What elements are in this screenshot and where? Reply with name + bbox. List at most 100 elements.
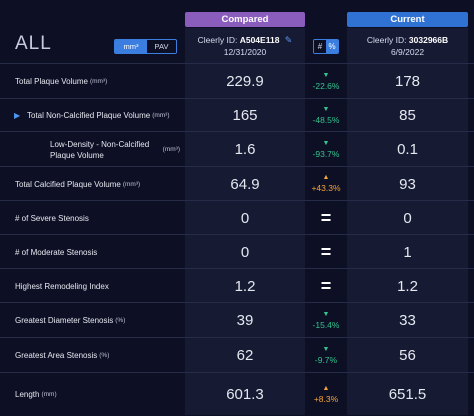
row-unit: (mm³) <box>89 78 108 85</box>
change-indicator: ▼ -22.6% <box>305 64 347 99</box>
row-label: Total Calcified Plaque Volume (mm³) <box>15 167 140 201</box>
compared-value: 62 <box>236 347 254 364</box>
row-label: Length (mm) <box>15 373 57 416</box>
row-unit: (%) <box>115 317 126 324</box>
arrow-down-icon: ▼ <box>322 139 330 147</box>
compared-study-id: Cleerly ID: A504E118 ✎ <box>185 35 305 46</box>
change-indicator: = <box>305 201 347 235</box>
compared-study-date: 12/31/2020 <box>223 47 267 57</box>
arrow-down-icon: ▼ <box>322 345 330 353</box>
arrow-up-icon: ▲ <box>322 174 330 181</box>
row-label-text: Total Calcified Plaque Volume <box>15 179 121 189</box>
unit-toggle: mm³ PAV <box>114 39 177 54</box>
percent-change: +8.3% <box>313 393 339 404</box>
current-header-tab: Current <box>347 12 468 27</box>
compared-value: 1.6 <box>234 141 256 158</box>
equal-icon: = <box>320 207 332 228</box>
table-row: Greatest Diameter Stenosis (%) 39 ▼ -15.4% 33 <box>0 302 474 338</box>
compared-id-label: Cleerly ID: <box>197 35 238 45</box>
row-label: # of Severe Stenosis <box>15 201 89 235</box>
row-label-text: # of Moderate Stenosis <box>15 247 98 257</box>
difference-percent-button[interactable]: % <box>326 40 338 53</box>
percent-change: +43.3% <box>311 183 341 193</box>
percent-change: -48.5% <box>312 114 340 125</box>
table-row: Highest Remodeling Index 1.2 = 1.2 <box>0 268 474 303</box>
row-label: Low-Density - Non-Calcified Plaque Volum… <box>50 132 180 167</box>
table-row: Total Plaque Volume (mm³) 229.9 ▼ -22.6% 178 <box>0 63 474 99</box>
row-label: Highest Remodeling Index <box>15 269 109 303</box>
current-column-bg <box>347 28 468 415</box>
table-row: ▶ Total Non-Calcified Plaque Volume (mm³) 1… <box>0 98 474 132</box>
row-label-text: Greatest Area Stenosis <box>15 351 98 360</box>
current-value: 56 <box>399 347 416 364</box>
compared-value: 229.9 <box>226 73 264 90</box>
percent-change: -9.7% <box>314 354 338 365</box>
percent-change: -93.7% <box>312 148 340 159</box>
row-unit: (mm³) <box>162 146 180 153</box>
row-unit: (mm³) <box>122 180 141 188</box>
edit-pencil-icon[interactable]: ✎ <box>284 35 293 45</box>
current-value: 85 <box>399 107 416 124</box>
current-study-id: Cleerly ID: 3032966B <box>347 35 468 45</box>
compared-header-tab: Compared <box>185 12 305 27</box>
row-label-text: Low-Density - Non-Calcified Plaque Volum… <box>50 139 150 160</box>
arrow-down-icon: ▼ <box>322 71 330 79</box>
compared-id-value: A504E118 <box>239 35 280 45</box>
unit-pav-button[interactable]: PAV <box>147 40 176 53</box>
table-row: # of Moderate Stenosis 0 = 1 <box>0 234 474 269</box>
row-label-text: Total Non-Calcified Plaque Volume <box>27 111 151 120</box>
row-label-text: # of Severe Stenosis <box>15 213 89 223</box>
arrow-down-icon: ▼ <box>322 105 330 113</box>
arrow-down-icon: ▼ <box>322 310 330 318</box>
row-label-text: Highest Remodeling Index <box>15 281 109 291</box>
change-indicator: ▼ -9.7% <box>305 338 347 373</box>
difference-absolute-button[interactable]: # <box>314 40 326 53</box>
current-value: 178 <box>394 73 421 90</box>
current-id-label: Cleerly ID: <box>366 35 407 45</box>
change-indicator: ▼ -15.4% <box>305 303 347 338</box>
difference-toggle: # % <box>313 39 339 54</box>
page-title: ALL <box>15 33 52 54</box>
compared-column-bg <box>185 28 305 415</box>
table-row: Greatest Area Stenosis (%) 62 ▼ -9.7% 56 <box>0 337 474 373</box>
row-unit: (%) <box>99 352 110 359</box>
row-label: Total Non-Calcified Plaque Volume (mm³) <box>27 99 170 132</box>
current-value: 1.2 <box>397 277 418 295</box>
current-value: 651.5 <box>388 386 427 403</box>
compared-value: 1.2 <box>234 277 256 295</box>
row-label-text: Length <box>15 390 40 399</box>
current-value: 1 <box>403 243 412 261</box>
row-label-text: Total Plaque Volume <box>15 77 88 86</box>
row-unit: (mm³) <box>152 112 170 119</box>
current-id-value: 3032966B <box>408 35 449 45</box>
current-value: 93 <box>399 175 416 193</box>
row-label: Total Plaque Volume (mm³) <box>15 64 107 99</box>
compared-value: 165 <box>232 107 258 124</box>
compared-value: 64.9 <box>230 175 260 193</box>
current-study-date: 6/9/2022 <box>390 47 425 57</box>
unit-mm3-button[interactable]: mm³ <box>115 40 147 53</box>
row-label: Greatest Diameter Stenosis (%) <box>15 303 125 338</box>
table-row: Low-Density - Non-Calcified Plaque Volum… <box>0 131 474 167</box>
arrow-up-icon: ▲ <box>322 384 330 392</box>
current-value: 33 <box>399 312 416 329</box>
table-row: Length (mm) 601.3 ▲ +8.3% 651.5 <box>0 372 474 416</box>
change-indicator: ▼ -93.7% <box>305 132 347 167</box>
row-label: # of Moderate Stenosis <box>15 235 97 269</box>
percent-change: -15.4% <box>312 319 340 330</box>
change-indicator: = <box>305 235 347 269</box>
compared-value: 0 <box>240 209 250 227</box>
current-value: 0 <box>403 209 412 227</box>
percent-change: -22.6% <box>312 80 340 91</box>
compared-value: 601.3 <box>226 386 264 403</box>
compared-value: 39 <box>236 312 254 329</box>
expand-triangle-icon[interactable]: ▶ <box>14 111 21 120</box>
change-indicator: = <box>305 269 347 303</box>
row-label: Greatest Area Stenosis (%) <box>15 338 109 373</box>
change-indicator: ▼ -48.5% <box>305 99 347 132</box>
table-row: Total Calcified Plaque Volume (mm³) 64.9 ▲ +… <box>0 166 474 201</box>
compared-value: 0 <box>240 243 250 261</box>
change-indicator: ▲ +8.3% <box>305 373 347 416</box>
current-value: 0.1 <box>397 141 418 158</box>
table-row: # of Severe Stenosis 0 = 0 <box>0 200 474 235</box>
